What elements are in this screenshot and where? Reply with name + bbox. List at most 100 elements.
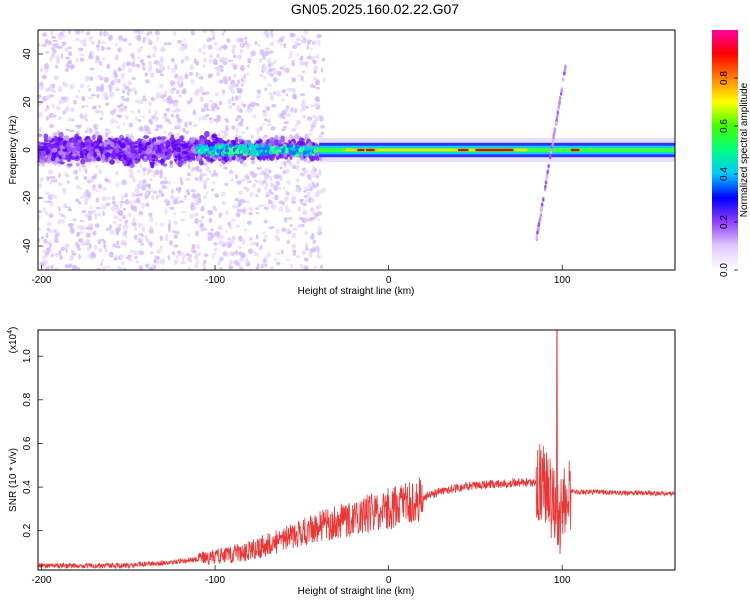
noise-speck <box>301 250 307 256</box>
noise-speck <box>142 170 146 176</box>
noise-speck <box>210 228 215 232</box>
noise-speck <box>80 30 85 35</box>
noise-speck <box>72 266 78 270</box>
noise-speck <box>150 251 154 254</box>
noise-speck <box>208 58 212 64</box>
noise-speck <box>211 173 215 177</box>
noise-speck <box>147 131 152 135</box>
noise-speck <box>251 158 256 165</box>
noise-speck <box>228 265 234 270</box>
chirp-speck <box>545 177 548 182</box>
band-speck <box>109 141 115 147</box>
noise-speck <box>282 169 287 174</box>
noise-speck <box>117 47 121 53</box>
noise-speck <box>290 33 296 38</box>
noise-speck <box>206 177 210 182</box>
noise-speck <box>58 172 61 178</box>
band-speck <box>52 143 57 148</box>
noise-speck <box>245 126 249 130</box>
noise-speck <box>110 118 116 124</box>
noise-speck <box>103 244 107 249</box>
band-speck <box>262 155 266 161</box>
noise-speck <box>106 265 111 269</box>
noise-speck <box>253 178 257 183</box>
band-speck <box>177 161 183 168</box>
noise-speck <box>115 120 119 124</box>
noise-speck <box>202 63 206 68</box>
noise-speck <box>64 243 70 249</box>
noise-speck <box>226 161 231 165</box>
noise-speck <box>81 164 86 168</box>
transition-speck <box>216 148 220 154</box>
noise-speck <box>238 266 244 270</box>
noise-speck <box>246 179 250 185</box>
noise-speck <box>94 215 97 220</box>
noise-speck <box>260 204 266 207</box>
band-speck <box>141 150 146 155</box>
noise-speck <box>39 67 43 73</box>
noise-speck <box>283 125 287 129</box>
noise-speck <box>266 58 272 64</box>
noise-speck <box>69 83 75 90</box>
band-speck <box>315 157 320 161</box>
noise-speck <box>104 102 110 106</box>
noise-speck <box>157 60 161 66</box>
noise-speck <box>119 109 123 113</box>
noise-speck <box>173 101 179 108</box>
noise-speck <box>283 121 290 125</box>
noise-speck <box>176 39 183 44</box>
noise-speck <box>218 225 223 229</box>
noise-speck <box>307 191 311 197</box>
noise-speck <box>241 239 246 245</box>
noise-speck <box>304 198 310 203</box>
noise-speck <box>211 181 216 184</box>
noise-speck <box>60 52 64 59</box>
noise-speck <box>91 188 97 192</box>
noise-speck <box>105 134 109 138</box>
noise-speck <box>264 185 267 191</box>
noise-speck <box>98 60 103 66</box>
noise-speck <box>159 73 165 77</box>
noise-speck <box>240 41 244 47</box>
noise-speck <box>290 263 294 269</box>
noise-speck <box>71 250 74 253</box>
noise-speck <box>217 115 221 122</box>
noise-speck <box>232 64 238 70</box>
band-speck <box>97 137 101 144</box>
noise-speck <box>187 233 191 237</box>
noise-speck <box>177 117 181 123</box>
noise-speck <box>84 197 89 202</box>
noise-speck <box>267 63 272 68</box>
carrier-hot-segment <box>570 148 580 152</box>
noise-speck <box>138 126 144 132</box>
noise-speck <box>85 226 91 230</box>
noise-speck <box>263 168 270 174</box>
noise-speck <box>173 30 177 36</box>
noise-speck <box>289 223 293 227</box>
noise-speck <box>38 112 43 118</box>
noise-speck <box>165 202 169 207</box>
noise-speck <box>210 104 214 109</box>
noise-speck <box>256 127 261 133</box>
chirp-speck <box>560 89 563 94</box>
noise-speck <box>237 79 240 85</box>
noise-speck <box>132 177 136 184</box>
band-speck <box>143 135 149 139</box>
band-speck <box>126 145 131 149</box>
noise-speck <box>282 201 285 206</box>
noise-speck <box>199 173 206 177</box>
noise-speck <box>122 224 128 230</box>
transition-speck <box>224 148 230 153</box>
noise-speck <box>284 107 290 113</box>
noise-speck <box>196 192 201 199</box>
noise-speck <box>146 167 153 173</box>
transition-speck <box>313 148 317 153</box>
noise-speck <box>313 66 317 71</box>
chirp-speck <box>540 202 544 207</box>
noise-speck <box>46 228 50 232</box>
noise-speck <box>164 208 168 215</box>
noise-speck <box>131 61 136 68</box>
noise-speck <box>50 266 54 269</box>
noise-speck <box>244 36 248 40</box>
noise-speck <box>160 171 163 176</box>
